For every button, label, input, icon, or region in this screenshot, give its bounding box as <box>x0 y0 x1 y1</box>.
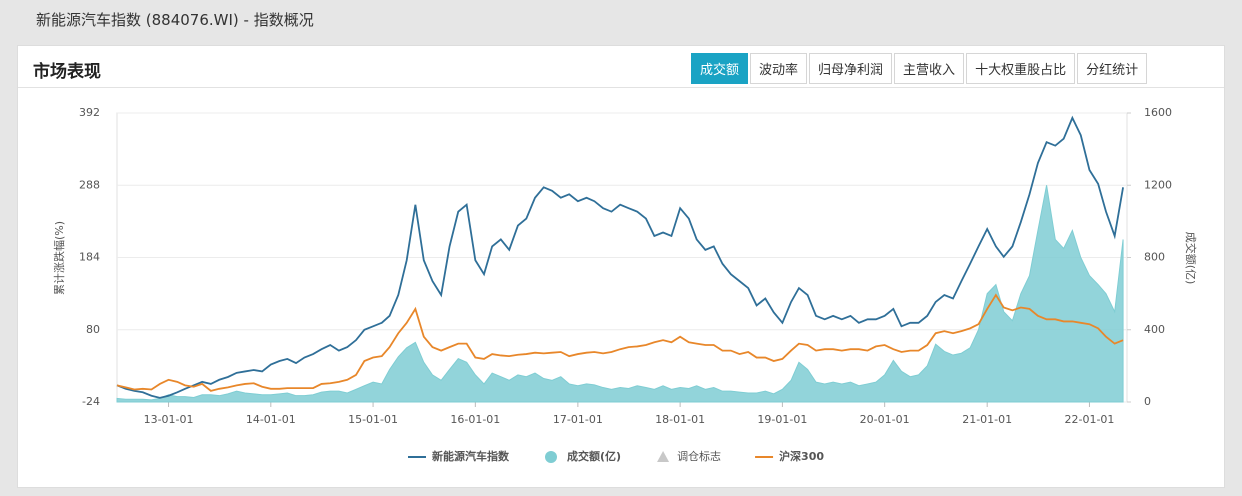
y-tick-label: 184 <box>79 251 100 264</box>
y-tick-label: 392 <box>79 106 100 119</box>
series-line <box>116 293 1124 392</box>
y-tick-label: 80 <box>86 323 100 336</box>
tab[interactable]: 波动率 <box>750 53 808 84</box>
legend-label: 成交额(亿) <box>567 449 621 463</box>
y-tick-label: -24 <box>82 395 100 408</box>
y2-tick-label: 1600 <box>1144 106 1172 119</box>
legend-swatch <box>545 451 557 463</box>
series-line <box>116 115 1124 399</box>
legend-label: 新能源汽车指数 <box>432 449 510 463</box>
panel-title: 市场表现 <box>33 62 101 82</box>
tab[interactable]: 归母净利润 <box>809 53 893 84</box>
y2-tick-label: 0 <box>1144 395 1151 408</box>
y2-tick-label: 1200 <box>1144 178 1172 191</box>
y2-axis-label: 成交额(亿) <box>1184 232 1198 285</box>
y-tick-label: 288 <box>79 178 100 191</box>
x-tick-label: 18-01-01 <box>655 413 705 426</box>
x-tick-label: 20-01-01 <box>860 413 910 426</box>
panel: 市场表现 成交额 波动率 归母净利润 主营收入 十大权重股占比 分红统计 <box>17 45 1225 488</box>
legend-swatch <box>657 451 670 462</box>
y-axis-label: 累计涨跌幅(%) <box>52 221 66 295</box>
tab[interactable]: 十大权重股占比 <box>966 53 1076 84</box>
legend-label: 调仓标志 <box>677 449 721 463</box>
tab[interactable]: 主营收入 <box>894 53 965 84</box>
page-title: 新能源汽车指数 (884076.WI) - 指数概况 <box>36 11 314 29</box>
separator <box>18 87 1224 88</box>
x-tick-label: 15-01-01 <box>348 413 398 426</box>
x-tick-label: 14-01-01 <box>246 413 296 426</box>
tab[interactable]: 分红统计 <box>1077 53 1148 84</box>
x-tick-label: 17-01-01 <box>553 413 603 426</box>
volume-area <box>116 185 1124 403</box>
x-tick-label: 16-01-01 <box>450 413 500 426</box>
legend-label: 沪深300 <box>779 449 824 463</box>
tab[interactable]: 成交额 <box>691 53 749 84</box>
x-tick-label: 19-01-01 <box>757 413 807 426</box>
x-tick-label: 13-01-01 <box>144 413 194 426</box>
x-tick-label: 21-01-01 <box>962 413 1012 426</box>
y2-tick-label: 400 <box>1144 323 1165 336</box>
y2-tick-label: 800 <box>1144 251 1165 264</box>
x-tick-label: 22-01-01 <box>1064 413 1114 426</box>
tab-bar: 成交额 波动率 归母净利润 主营收入 十大权重股占比 分红统计 <box>691 53 1148 84</box>
